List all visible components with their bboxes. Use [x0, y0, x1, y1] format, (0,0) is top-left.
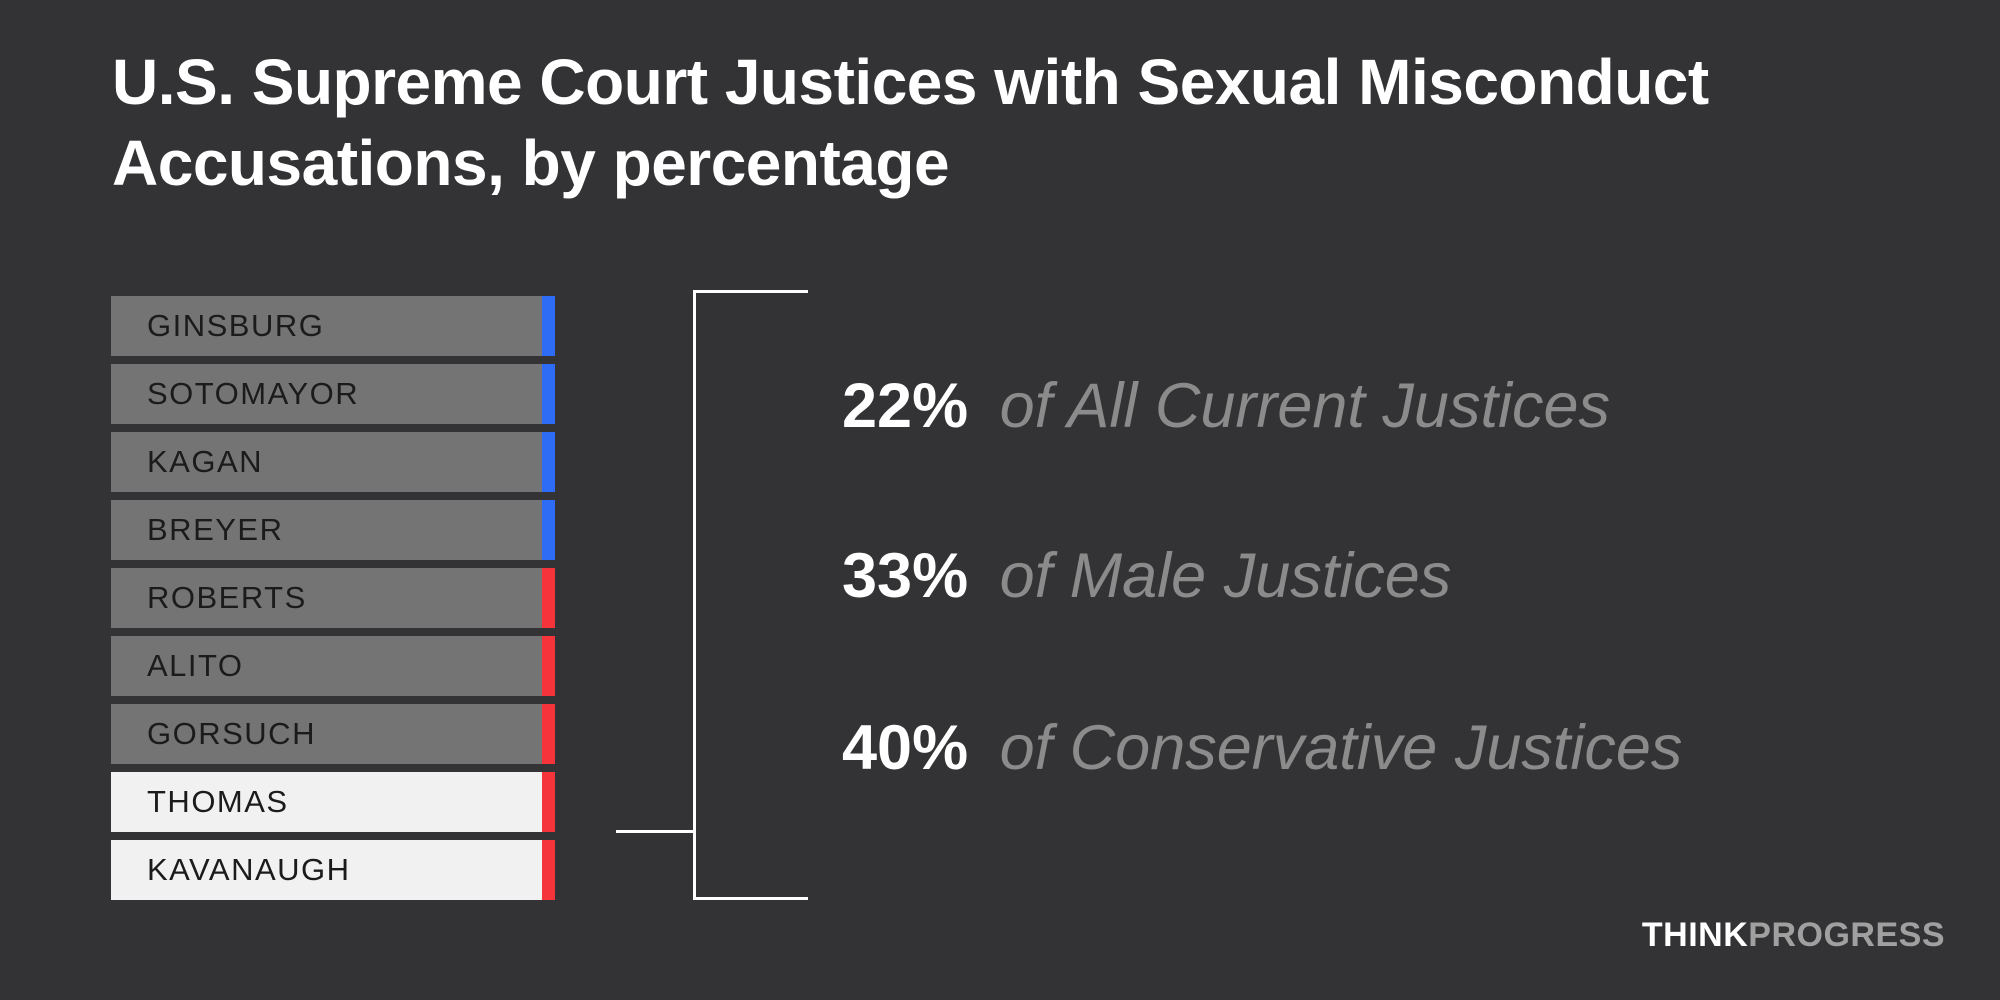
- justice-bar-roberts: ROBERTS: [111, 568, 555, 628]
- justice-bar-sotomayor: SOTOMAYOR: [111, 364, 555, 424]
- stat-description: of Male Justices: [999, 541, 1452, 611]
- party-accent-bar: [542, 500, 555, 560]
- justice-bar-ginsburg: GINSBURG: [111, 296, 555, 356]
- justice-name-label: ALITO: [147, 648, 244, 683]
- justice-name-label: GORSUCH: [147, 716, 316, 751]
- logo-think: THINK: [1641, 916, 1749, 954]
- stat-description: of All Current Justices: [999, 371, 1610, 441]
- justice-bar-breyer: BREYER: [111, 500, 555, 560]
- justice-name-label: BREYER: [147, 512, 284, 547]
- justice-bar-kagan: KAGAN: [111, 432, 555, 492]
- justice-name-label: SOTOMAYOR: [147, 376, 360, 411]
- justice-bars: GINSBURG SOTOMAYOR KAGAN BREYER ROBERTS …: [111, 296, 555, 908]
- party-accent-bar: [542, 704, 555, 764]
- party-accent-bar: [542, 840, 555, 900]
- justice-name-label: KAVANAUGH: [147, 852, 351, 887]
- stat-value: 33%: [842, 541, 969, 611]
- justice-name-label: KAGAN: [147, 444, 264, 479]
- party-accent-bar: [542, 568, 555, 628]
- stat-value: 22%: [842, 371, 969, 441]
- stat-conservative-justices: 40% of Conservative Justices: [842, 716, 1682, 780]
- chart-title-line1: U.S. Supreme Court Justices with Sexual …: [112, 46, 1709, 118]
- chart-title: U.S. Supreme Court Justices with Sexual …: [112, 42, 1709, 204]
- justice-bar-kavanaugh: KAVANAUGH: [111, 840, 555, 900]
- party-accent-bar: [542, 296, 555, 356]
- stat-all-current-justices: 22% of All Current Justices: [842, 374, 1610, 438]
- bracket-connector-line: [616, 830, 693, 833]
- justice-bar-alito: ALITO: [111, 636, 555, 696]
- stat-description: of Conservative Justices: [999, 713, 1683, 783]
- stat-value: 40%: [842, 713, 969, 783]
- justice-name-label: THOMAS: [147, 784, 289, 819]
- chart-title-line2: Accusations, by percentage: [112, 127, 950, 199]
- party-accent-bar: [542, 364, 555, 424]
- party-accent-bar: [542, 772, 555, 832]
- logo-progress: PROGRESS: [1748, 916, 1945, 954]
- bracket-bottom-arm: [693, 897, 808, 900]
- brand-logo: THINKPROGRESS: [1642, 916, 1945, 955]
- justice-bar-thomas: THOMAS: [111, 772, 555, 832]
- justice-name-label: ROBERTS: [147, 580, 307, 615]
- party-accent-bar: [542, 636, 555, 696]
- justice-bar-gorsuch: GORSUCH: [111, 704, 555, 764]
- party-accent-bar: [542, 432, 555, 492]
- bracket-vertical-line: [693, 290, 696, 900]
- justice-name-label: GINSBURG: [147, 308, 325, 343]
- stat-male-justices: 33% of Male Justices: [842, 544, 1451, 608]
- bracket-top-arm: [693, 290, 808, 293]
